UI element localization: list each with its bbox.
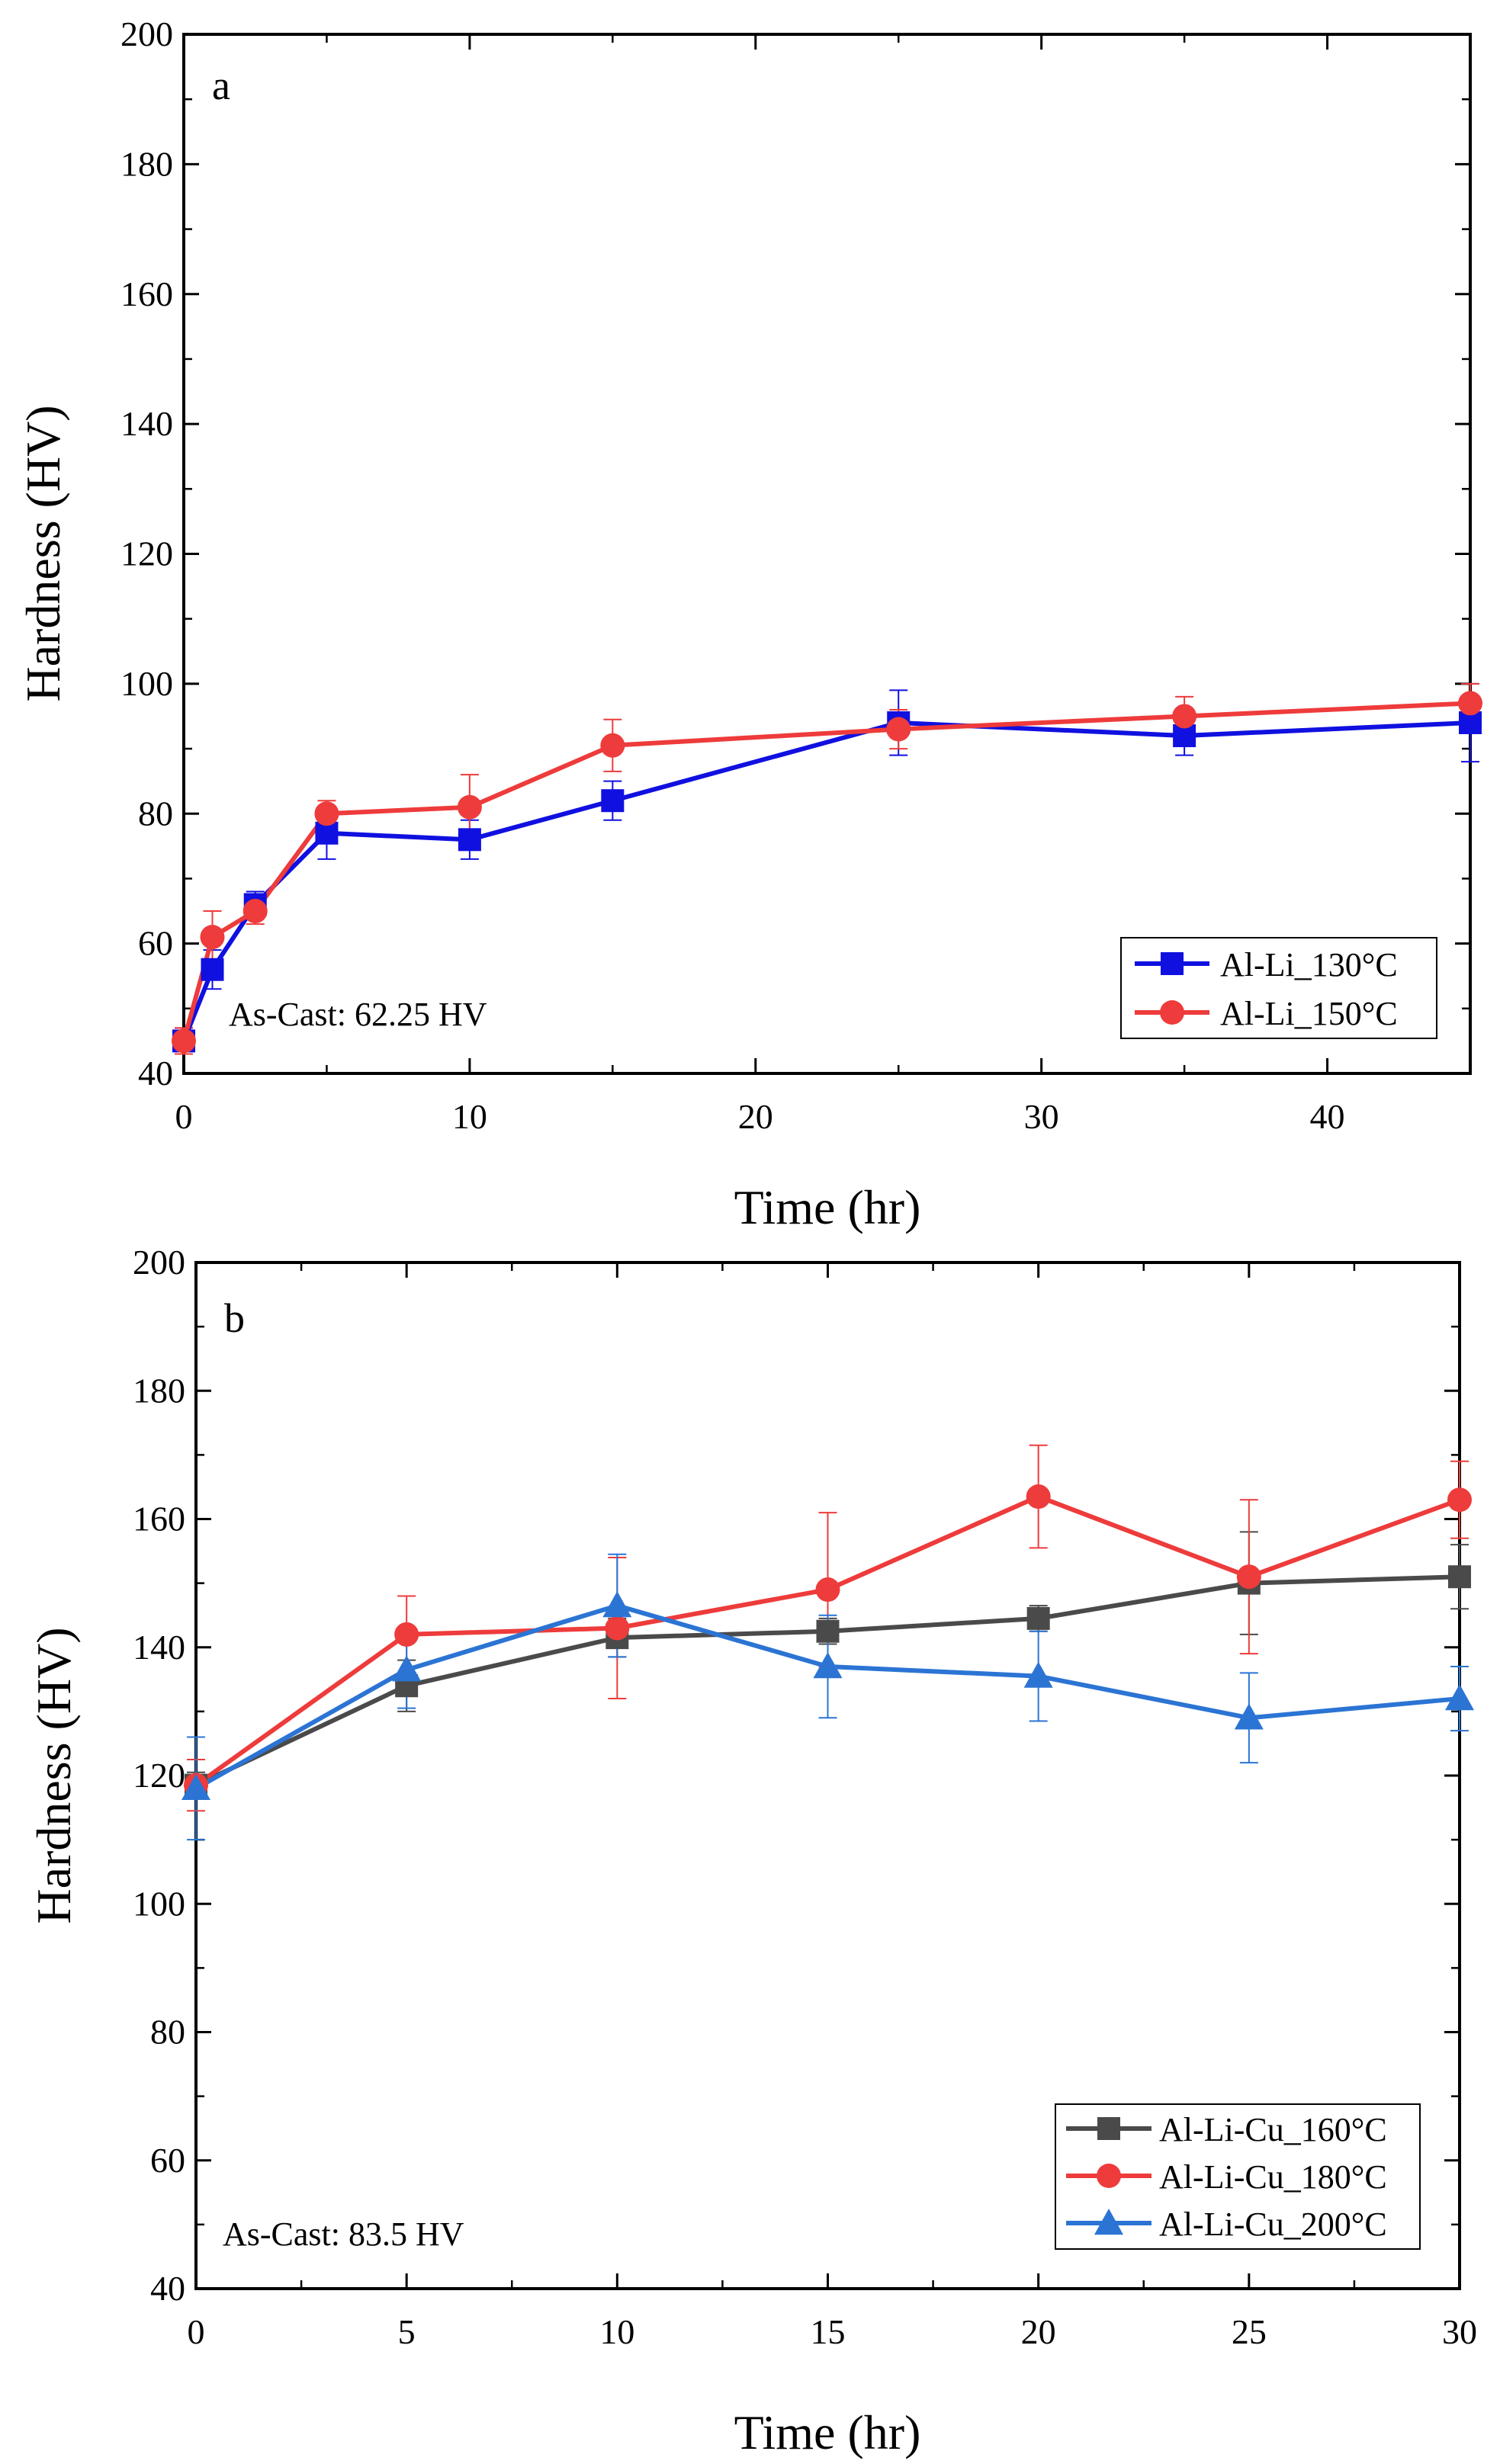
data-point <box>1234 1703 1264 1730</box>
x-tick-label: 5 <box>398 2312 416 2351</box>
legend-label: Al-Li-Cu_160°C <box>1159 2111 1387 2148</box>
axis-ticks-b: 40 60 80 100 120 140 160 180 200 0 5 10 15 20 25 30 <box>133 1243 1477 2351</box>
legend-marker <box>1161 952 1184 975</box>
y-tick-label: 60 <box>138 924 173 963</box>
y-tick-label: 200 <box>133 1243 185 1282</box>
data-point <box>392 1655 422 1682</box>
data-point <box>201 958 224 981</box>
y-tick-label: 160 <box>133 1500 185 1538</box>
legend-marker <box>1097 2164 1121 2188</box>
data-point <box>1172 704 1197 729</box>
data-point <box>314 801 339 826</box>
y-tick-label: 180 <box>133 1371 185 1410</box>
y-tick-label: 40 <box>138 1054 173 1092</box>
data-point <box>600 733 625 758</box>
panel-label-b: b <box>224 1295 245 1341</box>
legend-item-b-200: Al-Li-Cu_200°C <box>1066 2206 1387 2243</box>
y-tick-label: 200 <box>120 14 173 53</box>
data-markers-b <box>181 1484 1474 1801</box>
as-cast-annotation-b: As-Cast: 83.5 HV <box>223 2215 464 2253</box>
y-tick-label: 120 <box>133 1756 185 1795</box>
y-tick-label: 80 <box>150 2013 185 2052</box>
x-tick-label: 15 <box>811 2312 846 2351</box>
data-point <box>243 899 268 924</box>
y-tick-label: 100 <box>120 664 173 703</box>
legend-marker <box>1094 2209 1123 2235</box>
legend-item-b-180: Al-Li-Cu_180°C <box>1066 2158 1387 2196</box>
data-point <box>1026 1606 1050 1630</box>
data-point <box>601 789 625 813</box>
x-axis-label-b: Time (hr) <box>734 2405 921 2459</box>
as-cast-annotation-a: As-Cast: 62.25 HV <box>229 996 487 1033</box>
y-tick-label: 140 <box>120 404 173 443</box>
x-tick-label: 40 <box>1310 1097 1345 1136</box>
data-point <box>458 828 481 852</box>
legend-label: Al-Li-Cu_180°C <box>1159 2158 1387 2196</box>
chart-panel-a: 40 60 80 100 120 140 160 180 200 0 10 20 30 40 a Time… <box>16 14 1482 1234</box>
y-tick-label: 100 <box>133 1884 185 1923</box>
x-tick-label: 30 <box>1442 2312 1477 2351</box>
data-point <box>1458 691 1482 716</box>
y-tick-label: 120 <box>120 534 173 573</box>
x-tick-label: 30 <box>1024 1097 1059 1136</box>
x-tick-label: 10 <box>599 2312 634 2351</box>
y-tick-label: 140 <box>133 1628 185 1667</box>
axis-ticks-a: 40 60 80 100 120 140 160 180 200 0 10 20 30 40 <box>120 14 1470 1136</box>
chart-panel-b: 40 60 80 100 120 140 160 180 200 0 5 10 15 20 25 30 b T… <box>27 1243 1477 2459</box>
legend-label: Al-Li_150°C <box>1220 995 1398 1032</box>
data-point <box>815 1577 840 1603</box>
legend-a: Al-Li_130°C Al-Li_150°C <box>1120 937 1437 1039</box>
data-point <box>602 1591 632 1618</box>
data-point <box>172 1028 196 1054</box>
legend-label: Al-Li-Cu_200°C <box>1159 2206 1387 2243</box>
data-point <box>1445 1684 1474 1711</box>
plot-frame-a <box>182 33 1472 1075</box>
legend-item-b-160: Al-Li-Cu_160°C <box>1066 2111 1387 2148</box>
data-point <box>886 717 911 742</box>
data-point <box>1448 1565 1471 1589</box>
legend-item-a-150: Al-Li_150°C <box>1135 995 1398 1032</box>
data-point <box>813 1651 843 1679</box>
legend-label: Al-Li_130°C <box>1220 946 1398 983</box>
x-tick-label: 0 <box>188 2312 205 2351</box>
x-axis-label-a: Time (hr) <box>734 1180 921 1234</box>
y-tick-label: 160 <box>120 274 173 313</box>
y-tick-label: 80 <box>138 794 173 833</box>
y-tick-label: 180 <box>120 144 173 183</box>
data-point <box>1026 1484 1051 1510</box>
x-tick-label: 0 <box>175 1097 193 1136</box>
legend-marker <box>1097 2117 1120 2140</box>
data-point <box>605 1615 630 1641</box>
data-markers-a <box>172 691 1482 1054</box>
data-point <box>181 1773 210 1801</box>
x-tick-label: 20 <box>738 1097 773 1136</box>
y-tick-label: 40 <box>150 2269 185 2308</box>
x-tick-label: 10 <box>452 1097 487 1136</box>
data-point <box>394 1622 419 1647</box>
data-point <box>816 1619 840 1643</box>
x-tick-label: 25 <box>1232 2312 1267 2351</box>
data-point <box>457 794 482 820</box>
legend-b: Al-Li-Cu_160°C Al-Li-Cu_180°C Al-Li-Cu_2… <box>1055 2103 1421 2250</box>
data-point <box>1236 1564 1261 1590</box>
legend-item-a-130: Al-Li_130°C <box>1135 946 1398 983</box>
data-point <box>1447 1487 1472 1513</box>
panel-label-a: a <box>212 63 230 108</box>
y-axis-label-b: Hardness (HV) <box>27 1627 81 1923</box>
data-point <box>200 925 225 950</box>
y-tick-label: 60 <box>150 2141 185 2180</box>
legend-marker <box>1160 1000 1184 1025</box>
y-axis-label-a: Hardness (HV) <box>16 405 70 701</box>
x-tick-label: 20 <box>1021 2312 1056 2351</box>
data-point <box>1023 1661 1053 1688</box>
